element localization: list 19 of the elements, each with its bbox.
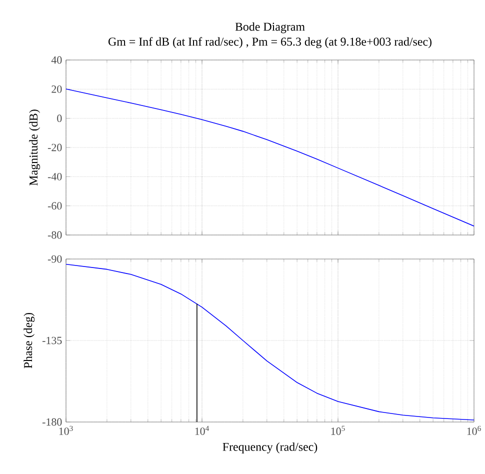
y-axis-title: Magnitude (dB) [29, 110, 40, 186]
chart-title: Bode Diagram [235, 22, 305, 34]
y-tick-label: 0 [57, 114, 62, 122]
y-tick-label: -90 [48, 255, 62, 263]
chart-subtitle: Gm = Inf dB (at Inf rad/sec) , Pm = 65.3 deg (at 9.18e+003 rad/sec) [108, 37, 432, 48]
x-tick-label: 10$^{6}$ [467, 426, 481, 435]
x-tick-label: 10$^{5}$ [331, 426, 345, 435]
x-tick-label: 10$^{3}$ [59, 426, 73, 435]
y-tick-label: -40 [48, 172, 62, 180]
y-tick-label: 20 [52, 85, 62, 93]
y-tick-label: -180 [42, 418, 62, 426]
y-tick-label: -80 [48, 231, 62, 239]
y-tick-label: -20 [48, 144, 62, 152]
y-tick-label: -60 [48, 202, 62, 210]
y-axis-title: Phase (deg) [24, 312, 35, 368]
y-tick-label: -135 [42, 336, 62, 344]
x-axis-title: Frequency (rad/sec) [222, 442, 318, 454]
x-tick-label: 10$^{4}$ [195, 426, 210, 435]
y-tick-label: 40 [51, 56, 62, 64]
